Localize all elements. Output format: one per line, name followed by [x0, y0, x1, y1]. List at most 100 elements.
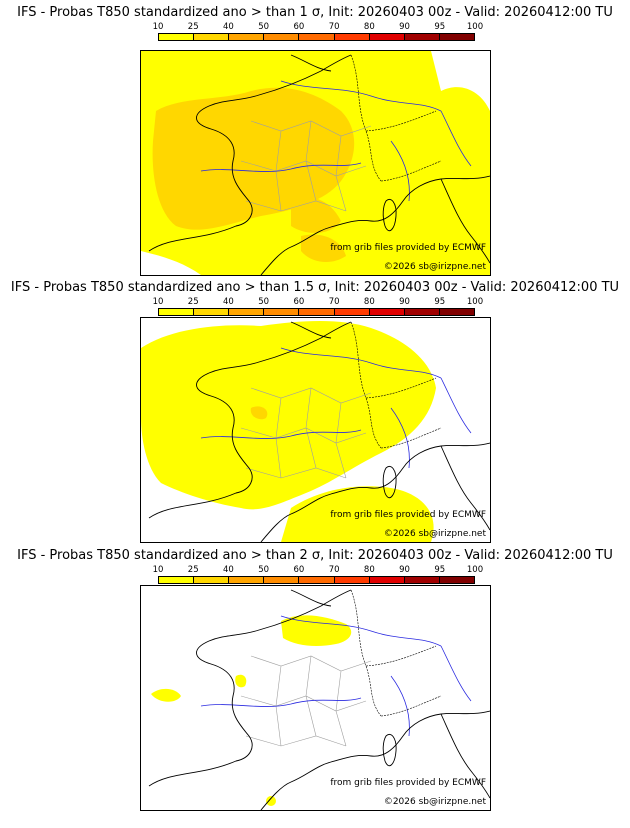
color-scale: 10 25 40 50 60 70 80 90 95 100: [153, 22, 484, 48]
scale-tick-label: 50: [258, 22, 270, 32]
scale-swatch: [334, 577, 370, 583]
scale-ticks: 10 25 40 50 60 70 80 90 95 100: [153, 22, 484, 32]
panel-title: IFS - Probas T850 standardized ano > tha…: [17, 5, 613, 20]
mediterranean-coastline: [260, 442, 490, 542]
corsica-coastline: [382, 465, 397, 499]
scale-swatch: [194, 34, 230, 40]
scale-swatch: [299, 34, 335, 40]
map-svg: [141, 51, 490, 275]
scale-tick-label: 25: [187, 565, 199, 575]
uk-coastline: [290, 54, 332, 72]
scale-tick-label: 95: [434, 565, 446, 575]
scale-tick-label: 80: [363, 565, 375, 575]
rivers: [200, 615, 472, 737]
copyright: ©2026 sb@irizpne.net: [383, 262, 486, 272]
color-scale: 10 25 40 50 60 70 80 90 95 100: [153, 297, 484, 323]
scale-swatch: [299, 577, 335, 583]
scale-swatch: [334, 309, 370, 315]
prob-field-gold: [250, 406, 268, 420]
scale-bar: [158, 576, 475, 584]
scale-tick-label: 70: [328, 565, 340, 575]
copyright: ©2026 sb@irizpne.net: [383, 797, 486, 807]
italy-coastline: [440, 178, 490, 264]
probability-map: from grib files provided by ECMWF ©2026 …: [140, 585, 491, 811]
atlantic-coastline: [148, 54, 352, 252]
scale-swatch: [369, 309, 405, 315]
map-svg: [141, 321, 490, 542]
map-svg: [148, 589, 490, 810]
scale-swatch: [299, 309, 335, 315]
prob-field-gold: [291, 197, 341, 233]
scale-tick-label: 100: [466, 22, 484, 32]
prob-field-yellow: [281, 486, 434, 542]
scale-tick-label: 95: [434, 297, 446, 307]
scale-ticks: 10 25 40 50 60 70 80 90 95 100: [153, 297, 484, 307]
scale-tick-label: 25: [187, 22, 199, 32]
scale-swatch: [334, 34, 370, 40]
scale-tick-label: 70: [328, 297, 340, 307]
scale-tick-label: 95: [434, 22, 446, 32]
scale-swatch: [404, 34, 440, 40]
mediterranean-coastline: [260, 710, 490, 810]
country-borders: [350, 589, 442, 717]
probability-map: from grib files provided by ECMWF ©2026 …: [140, 50, 491, 276]
scale-swatch: [159, 309, 195, 315]
italy-coastline: [440, 445, 490, 531]
scale-tick-label: 100: [466, 565, 484, 575]
scale-tick-label: 70: [328, 22, 340, 32]
panel-title: IFS - Probas T850 standardized ano > tha…: [10, 280, 620, 295]
scale-swatch: [264, 34, 300, 40]
sea-no-prob: [431, 51, 490, 111]
prob-field-yellow: [235, 674, 247, 688]
copyright: ©2026 sb@irizpne.net: [383, 529, 486, 539]
scale-tick-label: 50: [258, 565, 270, 575]
scale-swatch: [439, 577, 474, 583]
scale-swatch: [194, 577, 230, 583]
scale-tick-label: 100: [466, 297, 484, 307]
mediterranean-coastline: [260, 175, 490, 275]
scale-ticks: 10 25 40 50 60 70 80 90 95 100: [153, 565, 484, 575]
scale-swatch: [439, 309, 474, 315]
scale-tick-label: 60: [293, 297, 305, 307]
rivers: [200, 347, 472, 469]
scale-swatch: [229, 577, 265, 583]
country-borders: [350, 321, 442, 449]
uk-coastline: [290, 589, 332, 607]
uk-coastline: [290, 321, 332, 339]
scale-swatch: [159, 577, 195, 583]
scale-swatch: [404, 309, 440, 315]
probability-map: from grib files provided by ECMWF ©2026 …: [140, 317, 491, 543]
rivers: [200, 80, 472, 202]
prob-field-yellow: [266, 796, 276, 806]
scale-tick-label: 50: [258, 297, 270, 307]
prob-field-gold: [301, 234, 346, 263]
scale-tick-label: 40: [223, 297, 234, 307]
scale-tick-label: 10: [152, 22, 164, 32]
panel-title: IFS - Probas T850 standardized ano > tha…: [17, 548, 613, 563]
scale-swatch: [229, 34, 265, 40]
scale-swatch: [369, 34, 405, 40]
prob-field-yellow: [141, 321, 436, 510]
corsica-coastline: [382, 733, 397, 767]
atlantic-coastline: [148, 321, 352, 519]
source-credit: from grib files provided by ECMWF: [330, 510, 486, 520]
scale-tick-label: 60: [293, 22, 305, 32]
scale-tick-label: 60: [293, 565, 305, 575]
scale-tick-label: 90: [399, 22, 410, 32]
scale-swatch: [439, 34, 474, 40]
source-credit: from grib files provided by ECMWF: [330, 243, 486, 253]
color-scale: 10 25 40 50 60 70 80 90 95 100: [153, 565, 484, 591]
corsica-coastline: [382, 198, 397, 232]
prob-field-yellow: [281, 615, 352, 646]
italy-coastline: [440, 713, 490, 799]
scale-tick-label: 80: [363, 297, 375, 307]
scale-bar: [158, 308, 475, 316]
prob-field-yellow: [151, 688, 181, 702]
scale-tick-label: 25: [187, 297, 199, 307]
scale-tick-label: 80: [363, 22, 375, 32]
scale-swatch: [369, 577, 405, 583]
scale-tick-label: 40: [223, 565, 234, 575]
scale-swatch: [264, 309, 300, 315]
scale-swatch: [264, 577, 300, 583]
scale-swatch: [229, 309, 265, 315]
